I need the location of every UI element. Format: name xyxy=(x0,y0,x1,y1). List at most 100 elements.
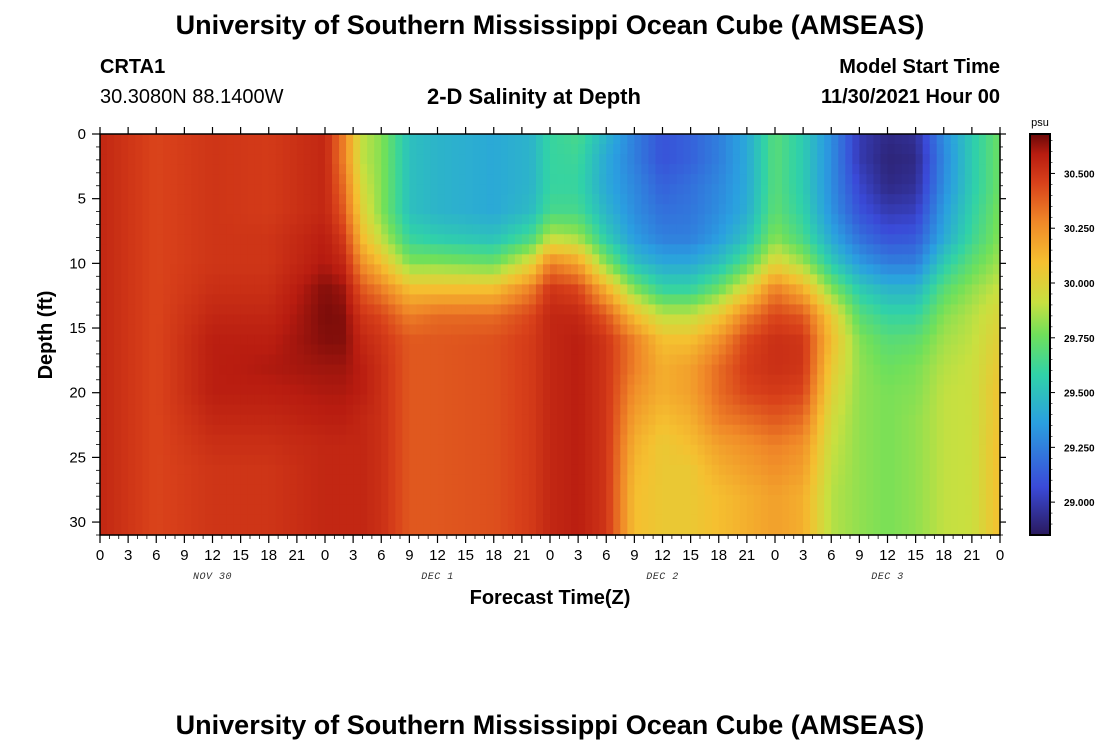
heatmap-cell xyxy=(317,334,326,346)
heatmap-cell xyxy=(817,314,825,326)
heatmap-cell xyxy=(528,224,537,235)
heatmap-cell xyxy=(782,174,790,185)
heatmap-cell xyxy=(514,304,523,316)
heatmap-cell xyxy=(507,214,516,225)
heatmap-cell xyxy=(739,504,748,516)
heatmap-cell xyxy=(416,424,425,436)
heatmap-cell xyxy=(732,334,741,346)
heatmap-cell xyxy=(746,354,755,366)
heatmap-cell xyxy=(465,224,474,235)
heatmap-cell xyxy=(212,504,221,516)
heatmap-cell xyxy=(451,414,460,426)
heatmap-cell xyxy=(662,314,671,326)
heatmap-cell xyxy=(922,364,931,376)
heatmap-cell xyxy=(395,354,403,366)
heatmap-cell xyxy=(936,304,945,316)
heatmap-cell xyxy=(578,154,586,165)
heatmap-cell xyxy=(936,254,945,265)
heatmap-cell xyxy=(796,344,804,356)
heatmap-cell xyxy=(725,144,734,155)
heatmap-cell xyxy=(901,354,910,366)
heatmap-cell xyxy=(669,364,678,376)
heatmap-cell xyxy=(838,284,846,295)
heatmap-cell xyxy=(402,524,410,536)
heatmap-cell xyxy=(817,134,825,145)
heatmap-cell xyxy=(782,394,790,406)
heatmap-cell xyxy=(261,244,270,255)
heatmap-cell xyxy=(409,294,418,306)
heatmap-cell xyxy=(760,324,769,336)
heatmap-cell xyxy=(571,314,579,326)
heatmap-cell xyxy=(233,364,242,376)
heatmap-cell xyxy=(648,134,657,145)
heatmap-cell xyxy=(247,234,256,245)
heatmap-cell xyxy=(824,394,832,406)
heatmap-cell xyxy=(606,134,614,145)
heatmap-cell xyxy=(936,524,945,536)
heatmap-cell xyxy=(880,494,889,506)
heatmap-cell xyxy=(465,154,474,165)
heatmap-cell xyxy=(528,134,537,145)
heatmap-cell xyxy=(100,144,108,155)
heatmap-cell xyxy=(360,424,368,436)
heatmap-cell xyxy=(634,454,643,466)
heatmap-cell xyxy=(571,144,579,155)
model-start-label: Model Start Time xyxy=(839,56,1000,78)
heatmap-cell xyxy=(775,484,783,496)
heatmap-cell xyxy=(409,164,418,175)
heatmap-cell xyxy=(535,294,544,306)
heatmap-cell xyxy=(121,344,129,356)
heatmap-cell xyxy=(697,194,706,205)
heatmap-cell xyxy=(514,144,523,155)
heatmap-cell xyxy=(486,494,495,506)
heatmap-cell xyxy=(374,274,382,285)
heatmap-cell xyxy=(149,424,157,436)
heatmap-cell xyxy=(824,264,832,275)
heatmap-cell xyxy=(901,134,910,145)
heatmap-cell xyxy=(936,504,945,516)
heatmap-cell xyxy=(887,314,896,326)
heatmap-cell xyxy=(500,464,509,476)
heatmap-cell xyxy=(430,294,439,306)
heatmap-cell xyxy=(430,414,439,426)
heatmap-cell xyxy=(760,244,769,255)
heatmap-cell xyxy=(592,454,600,466)
heatmap-cell xyxy=(310,524,319,536)
heatmap-cell xyxy=(838,504,846,516)
heatmap-cell xyxy=(789,254,797,265)
heatmap-cell xyxy=(564,504,572,516)
heatmap-cell xyxy=(317,234,326,245)
heatmap-cell xyxy=(613,184,621,195)
heatmap-cell xyxy=(156,154,164,165)
heatmap-cell xyxy=(866,324,875,336)
heatmap-cell xyxy=(599,284,607,295)
heatmap-cell xyxy=(669,424,678,436)
heatmap-cell xyxy=(346,394,354,406)
heatmap-cell xyxy=(507,254,516,265)
heatmap-cell xyxy=(739,154,748,165)
heatmap-cell xyxy=(205,444,214,456)
heatmap-cell xyxy=(212,464,221,476)
heatmap-cell xyxy=(374,494,382,506)
heatmap-cell xyxy=(465,294,474,306)
heatmap-cell xyxy=(107,474,115,486)
heatmap-cell xyxy=(430,474,439,486)
heatmap-cell xyxy=(135,364,143,376)
heatmap-cell xyxy=(648,384,657,396)
heatmap-cell xyxy=(894,264,903,275)
heatmap-cell xyxy=(528,214,537,225)
heatmap-cell xyxy=(711,174,720,185)
heatmap-cell xyxy=(592,134,600,145)
heatmap-cell xyxy=(824,194,832,205)
heatmap-cell xyxy=(739,204,748,215)
heatmap-cell xyxy=(353,244,361,255)
heatmap-cell xyxy=(254,294,263,306)
heatmap-cell xyxy=(690,314,699,326)
heatmap-cell xyxy=(374,454,382,466)
heatmap-cell xyxy=(247,164,256,175)
heatmap-cell xyxy=(395,474,403,486)
heatmap-cell xyxy=(648,434,657,446)
heatmap-cell xyxy=(486,444,495,456)
heatmap-cell xyxy=(873,424,882,436)
heatmap-cell xyxy=(894,324,903,336)
